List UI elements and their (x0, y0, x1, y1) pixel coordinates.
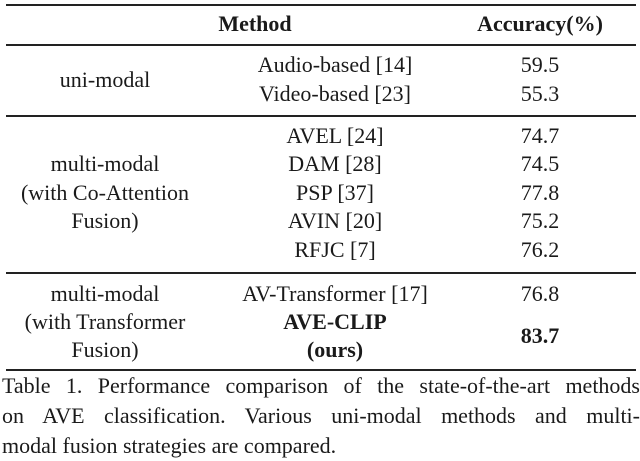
method-cell: PSP [37] (295, 180, 375, 205)
method-cell-ours: AVE-CLIP (283, 309, 387, 334)
caption-line: on AVE classification. Various uni-modal… (2, 403, 640, 428)
method-cell: DAM [28] (288, 151, 382, 176)
category-transformer: (with Transformer (24, 309, 186, 334)
method-cell: Video-based [23] (258, 81, 411, 106)
accuracy-cell: 75.2 (520, 208, 560, 233)
method-cell: AVIN [20] (287, 208, 383, 233)
caption-line: modal fusion strategies are compared. (2, 433, 337, 458)
header-rule (6, 44, 636, 46)
header-method: Method (218, 11, 292, 36)
category-co-attention: Fusion) (71, 208, 139, 233)
method-cell-ours: (ours) (306, 337, 364, 362)
category-co-attention: multi-modal (50, 151, 160, 176)
group-rule (6, 115, 636, 117)
caption-line: Table 1. Performance comparison of the s… (2, 373, 640, 398)
method-cell: Audio-based [14] (257, 52, 413, 77)
accuracy-cell-ours: 83.7 (520, 323, 560, 348)
accuracy-cell: 76.8 (520, 281, 560, 306)
method-cell: RFJC [7] (294, 237, 376, 262)
accuracy-cell: 59.5 (520, 52, 560, 77)
category-co-attention: (with Co-Attention (20, 180, 190, 205)
group-rule (6, 272, 636, 274)
category-transformer: multi-modal (50, 281, 160, 306)
accuracy-cell: 55.3 (520, 81, 560, 106)
accuracy-cell: 74.7 (520, 123, 560, 148)
method-cell: AV-Transformer [17] (242, 281, 428, 306)
header-accuracy: Accuracy(%) (477, 11, 603, 36)
top-rule (6, 4, 636, 6)
method-cell: AVEL [24] (286, 123, 384, 148)
table-caption: Table 1. Performance comparison of the s… (2, 371, 640, 461)
category-transformer: Fusion) (71, 337, 139, 362)
accuracy-cell: 76.2 (520, 237, 560, 262)
accuracy-cell: 74.5 (520, 151, 560, 176)
accuracy-cell: 77.8 (520, 180, 560, 205)
bottom-rule (6, 369, 636, 371)
category-uni-modal: uni-modal (59, 67, 151, 92)
